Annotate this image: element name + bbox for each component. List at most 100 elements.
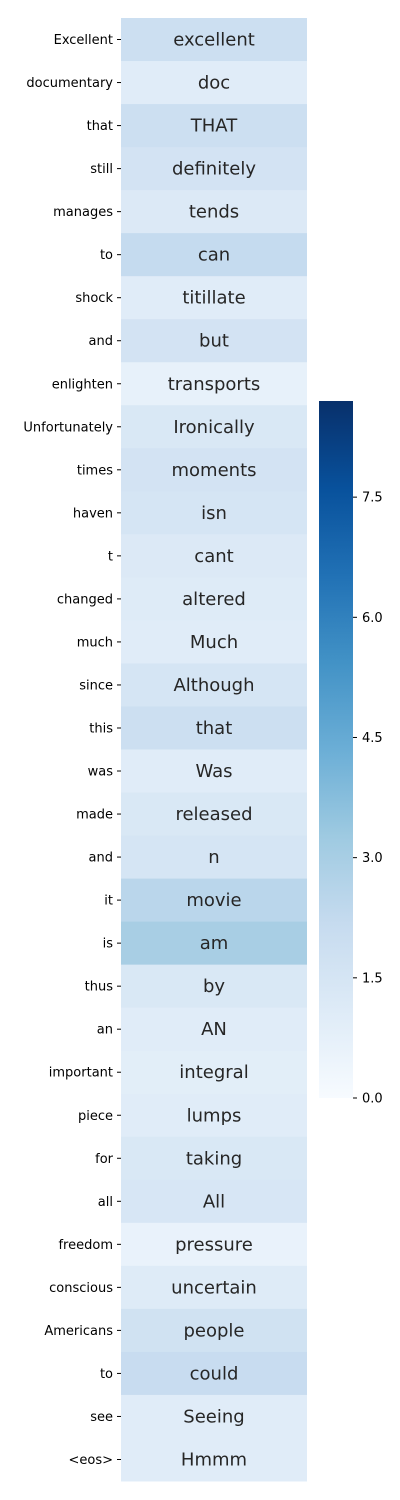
cell-text: integral [179,1062,248,1083]
cell-text: Ironically [173,417,255,438]
cell-text: Hmmm [181,1449,247,1470]
heatmap-cell [121,663,307,707]
cell-text: Much [190,632,238,653]
row-label: freedom [58,1238,113,1253]
heatmap-cell [121,921,307,966]
heatmap-cell [121,1308,307,1353]
heatmap-cell [121,1437,307,1482]
heatmap-cell [121,1050,307,1095]
colorbar-gradient [319,401,353,1098]
row-label: piece [78,1109,113,1124]
cell-text: moments [172,460,257,481]
cell-text: am [200,933,229,954]
cell-text: AN [201,1019,227,1040]
row-label: much [77,635,113,650]
row-label: Americans [44,1324,113,1339]
cell-text: taking [186,1148,242,1169]
heatmap-cell [121,706,307,750]
heatmap-cell [121,61,307,105]
row-label: times [77,463,113,478]
heatmap-cell [121,233,307,277]
row-label: since [79,678,113,693]
cell-text: but [199,331,229,352]
cell-text: THAT [190,116,238,137]
cell-text: transports [168,374,261,395]
row-label: documentary [26,76,113,91]
cell-text: titillate [182,288,245,309]
heatmap-cell [121,190,307,234]
colorbar-tick-label: 0.0 [362,1092,383,1107]
heatmap-cell [121,620,307,664]
row-label: thus [85,980,114,995]
heatmap-cell [121,1007,307,1052]
heatmap-cell [121,319,307,363]
heatmap-cell [121,964,307,1009]
row-label: to [100,1367,113,1382]
heatmap-cell [121,1093,307,1138]
colorbar-ticks: 0.0 1.5 3.0 4.5 6.0 7.5 [353,491,383,1107]
heatmap-cell [121,1179,307,1224]
cell-text: lumps [187,1105,242,1126]
heatmap-cell [121,276,307,320]
heatmap-cell [121,448,307,492]
row-label: <eos> [68,1453,113,1468]
heatmap-cell [121,147,307,191]
cell-text: doc [198,73,230,94]
cell-text: tends [189,202,239,223]
row-label: this [89,721,113,736]
cell-text: definitely [172,159,256,180]
cell-text: can [198,245,230,266]
cell-text: isn [201,503,227,524]
row-label: to [100,248,113,263]
row-label: haven [73,506,113,521]
row-label: conscious [49,1281,113,1296]
heatmap-cell [121,18,307,62]
heatmap-cell [121,1222,307,1267]
cell-text: pressure [175,1234,253,1255]
row-label: made [76,808,113,823]
cell-text: could [190,1363,239,1384]
row-label: see [90,1410,113,1425]
row-label: enlighten [52,377,113,392]
colorbar: 0.0 1.5 3.0 4.5 6.0 7.5 [319,401,383,1107]
heatmap-cell [121,577,307,621]
cell-text: uncertain [171,1277,257,1298]
colorbar-tick-label: 1.5 [362,971,383,986]
row-label: t [108,549,113,564]
heatmap-cell [121,1351,307,1396]
cell-text: Although [173,675,254,696]
row-label: all [98,1195,113,1210]
cell-text: Seeing [183,1406,244,1427]
row-label: shock [75,291,113,306]
row-label: Excellent [54,33,113,48]
heatmap-cell [121,534,307,578]
row-label: changed [57,592,113,607]
heatmap-cell [121,835,307,880]
heatmap-cell [121,362,307,406]
row-label: still [90,162,113,177]
colorbar-tick-label: 4.5 [362,731,383,746]
heatmap-cell [121,405,307,449]
row-label: and [89,851,113,866]
heatmap-cell [121,792,307,837]
cell-text: cant [194,546,233,567]
row-label: and [89,334,113,349]
heatmap-cells: excellent doc THAT definitely tends can titill… [121,18,307,1482]
cell-text: All [203,1191,225,1212]
row-label: is [103,937,114,952]
heatmap-cell [121,749,307,794]
row-label: an [97,1023,113,1038]
cell-text: n [208,847,219,868]
heatmap-cell [121,1265,307,1310]
cell-text: by [203,976,225,997]
heatmap-cell [121,1394,307,1439]
row-label: it [104,894,113,909]
row-labels: Excellent documentary that still manages to sh… [23,33,121,1468]
cell-text: released [175,804,252,825]
cell-text: excellent [173,30,255,51]
cell-text: Was [195,761,232,782]
row-label: was [88,765,114,780]
heatmap-cell [121,878,307,923]
cell-text: people [183,1320,244,1341]
